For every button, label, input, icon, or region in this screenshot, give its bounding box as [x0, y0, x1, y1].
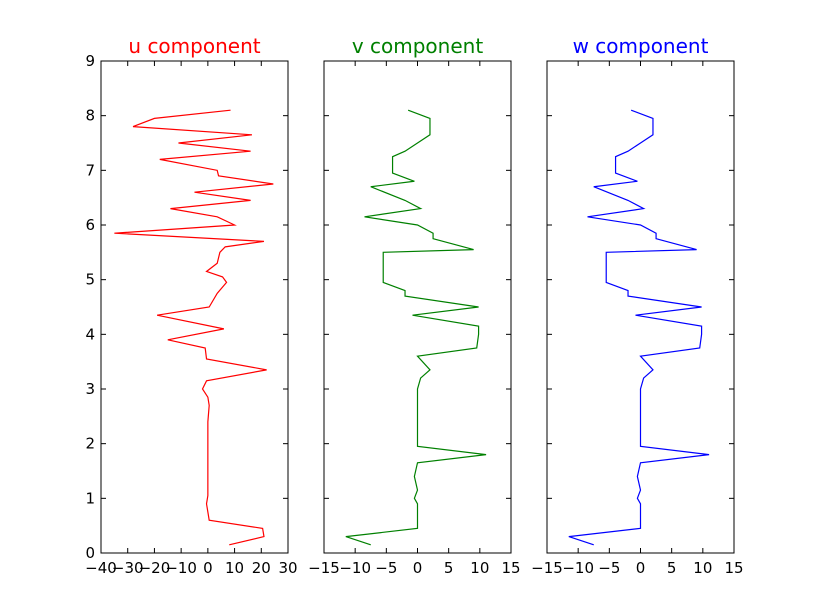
panel-title: v component [352, 34, 483, 58]
y-tick-label: 7 [85, 161, 95, 179]
panel-title: w component [573, 34, 709, 58]
panel-title: u component [128, 34, 260, 58]
data-line [114, 109, 274, 546]
panel-u-component: u component −40−30−20−10 0 10 20 30 0 1 2 3 4 5 6 7 8… [85, 34, 297, 577]
y-tick-label: 4 [85, 325, 95, 343]
x-tick-label: −10 [339, 559, 371, 577]
x-tick-label: 15 [501, 559, 520, 577]
x-tick-label: 0 [203, 559, 213, 577]
x-tick-label: −5 [375, 559, 397, 577]
x-tick-label: −10 [562, 559, 594, 577]
y-tick-label: 6 [85, 216, 95, 234]
x-tick-label: −5 [598, 559, 620, 577]
x-tick-label: 5 [444, 559, 454, 577]
y-tick-label: 1 [85, 489, 95, 507]
y-tick-label: 8 [85, 107, 95, 125]
y-tick-label: 2 [85, 435, 95, 453]
x-tick-label: 0 [636, 559, 646, 577]
y-tick-label: 9 [85, 52, 95, 70]
x-tick-label: −30 [112, 559, 144, 577]
x-tick-label: 10 [225, 559, 244, 577]
x-tick-label: 30 [278, 559, 297, 577]
panel-v-component: v component −15 −10 −5 0 5 10 15 [308, 34, 520, 577]
x-tick-label: −40 [85, 559, 117, 577]
y-tick-label: 5 [85, 271, 95, 289]
x-tick-label: −10 [165, 559, 197, 577]
x-tick-label: 5 [667, 559, 677, 577]
x-tick-label: −15 [531, 559, 563, 577]
x-tick-label: 0 [413, 559, 423, 577]
x-tick-label: 15 [724, 559, 743, 577]
x-tick-label: −15 [308, 559, 340, 577]
y-tick-label: 0 [85, 544, 95, 562]
data-line [568, 109, 710, 546]
x-tick-label: 10 [470, 559, 489, 577]
data-line [345, 109, 487, 546]
panel-w-component: w component −15 −10 −5 0 5 10 15 [531, 34, 743, 577]
plot-frame [100, 60, 289, 554]
x-tick-label: −20 [139, 559, 171, 577]
x-tick-label: 10 [693, 559, 712, 577]
y-tick-label: 3 [85, 380, 95, 398]
x-tick-label: 20 [252, 559, 271, 577]
